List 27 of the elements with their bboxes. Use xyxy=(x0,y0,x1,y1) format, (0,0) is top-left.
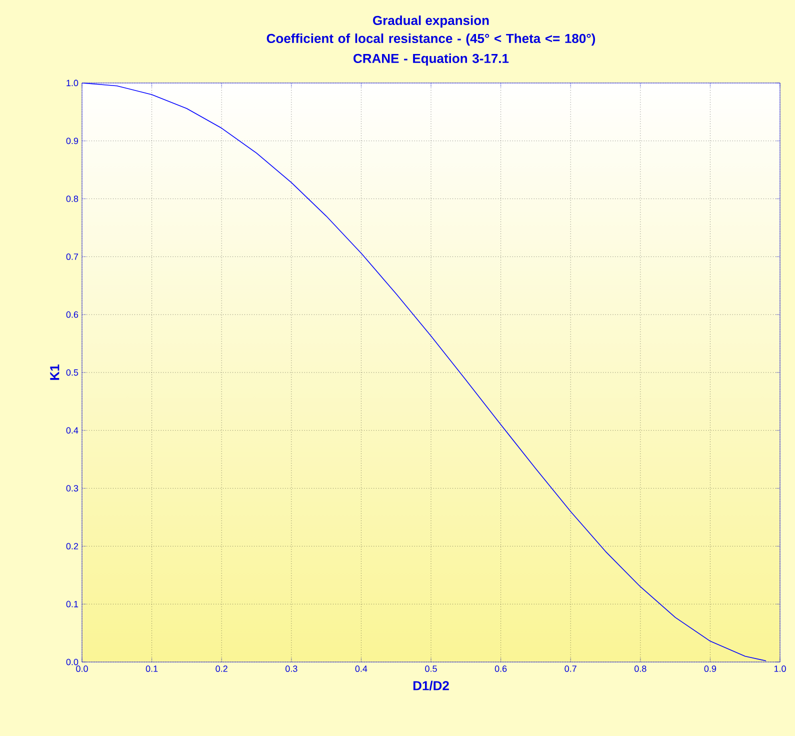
y-axis-title: K1 xyxy=(50,364,60,380)
y-tick-label: 0.3 xyxy=(66,485,78,492)
x-tick-label: 0.2 xyxy=(216,666,228,672)
y-tick-label: 0.4 xyxy=(66,427,78,434)
x-axis-title: D1/D2 xyxy=(413,680,449,690)
x-tick-label: 0.4 xyxy=(355,666,368,672)
x-tick-label: 0.7 xyxy=(564,666,576,672)
x-tick-label: 0.1 xyxy=(146,666,158,672)
y-tick-label: 0.5 xyxy=(66,369,78,376)
y-tick-label: 0.0 xyxy=(66,658,78,666)
x-tick-label: 0.8 xyxy=(634,666,646,672)
x-tick-label: 0.9 xyxy=(704,666,716,672)
chart-subtitle: Coefficient of local resistance - (45° < Theta <= 180°) CRANE - Equation 3-17.1 xyxy=(266,34,596,66)
y-tick-label: 0.1 xyxy=(66,600,78,608)
x-tick-label: 0.0 xyxy=(76,666,88,672)
x-tick-label: 0.3 xyxy=(286,666,298,672)
y-tick-label: 0.7 xyxy=(66,254,78,260)
y-tick-label: 0.2 xyxy=(66,543,78,550)
x-tick-label: 0.5 xyxy=(425,666,437,672)
y-tick-label: 0.9 xyxy=(66,138,78,144)
chart-title: Gradual expansion xyxy=(373,16,489,28)
line-series xyxy=(82,82,766,662)
x-tick-label: 0.6 xyxy=(494,666,507,672)
x-tick-label: 1.0 xyxy=(774,666,786,672)
y-tick-label: 0.8 xyxy=(66,196,78,202)
y-tick-label: 0.6 xyxy=(66,311,78,318)
y-tick-label: 1.0 xyxy=(66,80,78,86)
